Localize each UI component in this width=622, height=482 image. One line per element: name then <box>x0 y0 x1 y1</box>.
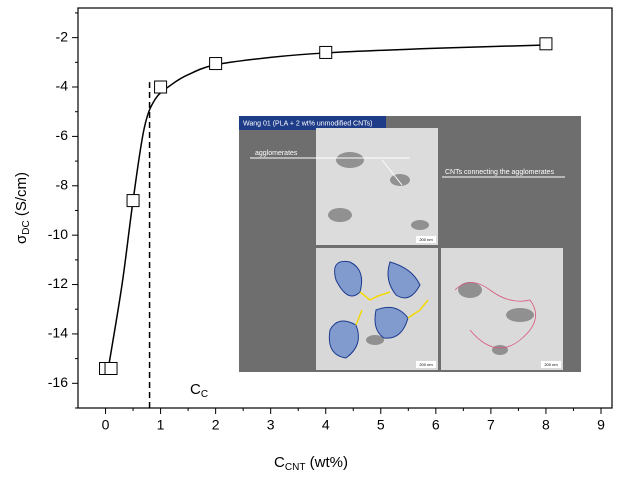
scale-box <box>416 361 436 368</box>
plot-frame <box>77 7 613 409</box>
y-tick-label: -10 <box>48 226 68 242</box>
data-point <box>319 45 333 59</box>
x-tick-label: 0 <box>102 417 110 433</box>
data-point <box>104 361 118 375</box>
y-tick-label: -6 <box>56 127 69 143</box>
threshold-label-sub: C <box>201 389 208 400</box>
x-tick-label: 1 <box>157 417 165 433</box>
scale-bar: 200 nm <box>544 362 558 367</box>
x-tick-label: 7 <box>487 417 495 433</box>
annotation-arrow <box>381 159 403 186</box>
y-tick-label: -8 <box>56 176 69 192</box>
inset-title-bar <box>239 116 386 130</box>
cnt-network <box>454 282 537 349</box>
data-point <box>154 80 168 94</box>
x-tick-label: 8 <box>542 417 550 433</box>
data-point <box>126 194 140 208</box>
y-tick-label: -2 <box>56 28 69 44</box>
data-point <box>539 37 553 51</box>
y-axis-label: σDC (S/cm) <box>13 172 32 244</box>
threshold-label-main: C <box>190 381 201 398</box>
inset-title: Wang 01 (PLA + 2 wt% unmodified CNTs) <box>243 120 373 127</box>
y-tick-label: -4 <box>56 78 69 94</box>
x-tick-label: 2 <box>212 417 220 433</box>
x-axis-label: CCNT (wt%) <box>274 454 348 473</box>
threshold-label: CC <box>190 381 208 400</box>
x-tick-label: 3 <box>267 417 275 433</box>
agglomerate-outlines <box>328 260 421 359</box>
scale-bar: 200 nm <box>419 237 433 242</box>
x-tick-label: 4 <box>322 417 330 433</box>
inset-image: Wang 01 (PLA + 2 wt% unmodified CNTs) ag… <box>239 116 581 372</box>
data-point <box>209 57 223 71</box>
inset-annotation: CNTs connecting the agglomerates <box>445 169 554 176</box>
y-tick-label: -12 <box>48 275 68 291</box>
scale-box <box>541 361 561 368</box>
x-tick-label: 9 <box>597 417 605 433</box>
fit-curve <box>107 44 546 369</box>
y-tick-label: -14 <box>48 325 68 341</box>
scale-box <box>416 236 436 243</box>
y-tick-label: -16 <box>48 374 68 390</box>
scale-bar: 200 nm <box>419 362 433 367</box>
inset-annotation: agglomerates <box>255 150 298 157</box>
cnt-paths <box>355 291 429 326</box>
x-tick-label: 5 <box>377 417 385 433</box>
x-tick-label: 6 <box>432 417 440 433</box>
